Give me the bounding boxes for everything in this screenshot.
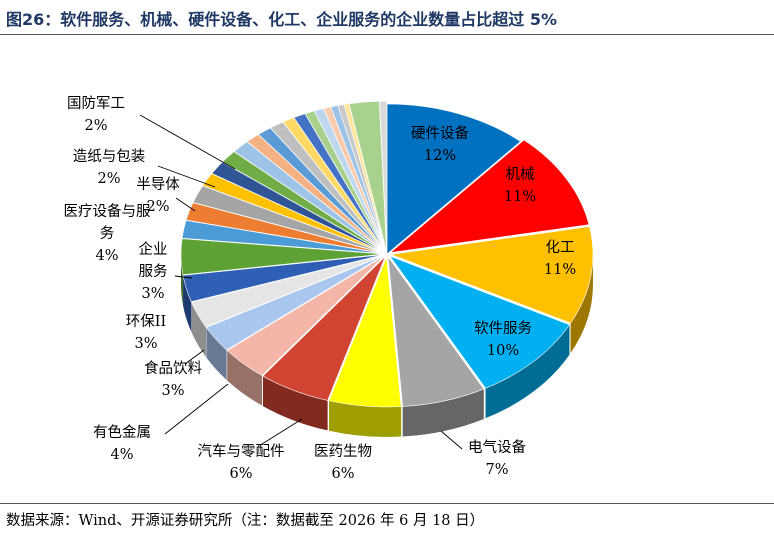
- slice-value-5: 6%: [331, 466, 354, 482]
- slice-top-31: [379, 100, 388, 252]
- slice-value-11: 4%: [95, 248, 118, 264]
- slice-top-12: [181, 220, 384, 254]
- slice-value-9: 3%: [134, 336, 157, 352]
- slice-name-11: 医疗设备与服务: [64, 203, 151, 242]
- slice-top-4: [387, 255, 485, 407]
- slice-value-2: 11%: [544, 262, 576, 278]
- leader-line-6: [261, 418, 303, 445]
- leader-line-12: [175, 197, 196, 212]
- slice-name-10: 企业服务: [139, 240, 168, 280]
- pie-labels: 硬件设备12%机械11%化工11%软件服务10%电气设备7%医药生物6%汽车与零…: [64, 95, 577, 482]
- slice-name-4: 电气设备: [468, 439, 526, 456]
- leader-line-8: [184, 349, 205, 365]
- slice-side-5: [329, 400, 402, 437]
- slice-value-8: 3%: [161, 383, 184, 399]
- slice-label-10: 企业服务 3%: [139, 240, 193, 302]
- slice-value-14: 2%: [84, 118, 107, 134]
- slice-label-7: 有色金属 4%: [93, 383, 229, 463]
- slice-side-4: [402, 388, 484, 437]
- slice-name-9: 环保II: [126, 313, 166, 330]
- slice-side-7: [227, 350, 262, 406]
- slice-top-29: [343, 103, 387, 252]
- slice-label-4: 电气设备 7%: [440, 430, 526, 478]
- slice-label-12: 半导体 2%: [136, 176, 196, 215]
- slice-label-5: 医药生物 6%: [314, 443, 372, 482]
- leader-line-13: [157, 165, 216, 188]
- pie-tops: [180, 100, 594, 408]
- slice-top-5: [328, 256, 402, 408]
- slice-side-8: [206, 327, 227, 380]
- pie-sides: [181, 254, 593, 437]
- slice-top-14: [192, 185, 384, 254]
- slice-top-13: [185, 202, 384, 254]
- slice-name-1: 机械: [506, 166, 535, 183]
- slice-top-9: [191, 254, 384, 328]
- slice-name-13: 造纸与包装: [73, 148, 146, 165]
- slice-name-8: 食品饮料: [144, 360, 202, 377]
- source-note: 数据来源：Wind、开源证券研究所（注：数据截至 2026 年 6 月 18 日…: [6, 513, 485, 529]
- slice-name-5: 医药生物: [314, 443, 372, 460]
- slice-side-10: [183, 275, 192, 332]
- slice-value-4: 7%: [485, 462, 508, 478]
- slice-top-10: [182, 254, 384, 303]
- slice-label-9: 环保II 3%: [126, 313, 166, 352]
- slice-label-0: 硬件设备 12%: [411, 125, 469, 164]
- leader-line-10: [174, 275, 193, 279]
- slice-label-8: 食品饮料 3%: [144, 349, 205, 399]
- slice-value-7: 4%: [110, 447, 133, 463]
- slice-name-12: 半导体: [136, 176, 180, 193]
- slice-top-3: [389, 255, 570, 389]
- leader-line-4: [440, 430, 463, 450]
- figure-title: 图26：软件服务、机械、硬件设备、化工、企业服务的企业数量占比超过 5%: [6, 10, 558, 29]
- slice-side-6: [262, 376, 328, 431]
- slice-top-8: [205, 255, 384, 351]
- leader-line-7: [164, 383, 229, 435]
- slice-name-2: 化工: [546, 239, 575, 256]
- leader-line-14: [139, 114, 236, 170]
- slice-name-0: 硬件设备: [411, 125, 469, 142]
- slice-label-6: 汽车与零配件 6%: [198, 418, 303, 482]
- slice-label-14: 国防军工 2%: [67, 95, 236, 170]
- slice-name-3: 软件服务: [474, 320, 532, 337]
- pie-chart: 硬件设备12%机械11%化工11%软件服务10%电气设备7%医药生物6%汽车与零…: [64, 95, 594, 482]
- slice-top-30: [348, 100, 387, 252]
- slice-label-2: 化工 11%: [544, 239, 576, 278]
- slice-name-7: 有色金属: [93, 424, 151, 441]
- slice-label-13: 造纸与包装 2%: [73, 148, 216, 188]
- top-rule: [0, 34, 774, 35]
- slice-top-1: [389, 139, 590, 253]
- slice-value-0: 12%: [424, 148, 456, 164]
- slice-name-6: 汽车与零配件: [198, 443, 285, 460]
- slice-side-9: [191, 302, 207, 358]
- slice-value-13: 2%: [97, 171, 120, 187]
- slice-value-10: 3%: [141, 286, 164, 302]
- slice-top-11: [180, 238, 384, 276]
- slice-value-6: 6%: [229, 466, 252, 482]
- slice-top-7: [226, 255, 385, 376]
- slice-top-0: [386, 103, 522, 255]
- slice-label-3: 软件服务 10%: [474, 320, 532, 359]
- slice-value-12: 2%: [146, 199, 169, 215]
- slice-side-3: [485, 324, 570, 419]
- slice-top-6: [262, 256, 386, 401]
- slice-name-14: 国防军工: [67, 95, 125, 112]
- slice-label-1: 机械 11%: [504, 166, 536, 205]
- slice-value-1: 11%: [504, 189, 536, 205]
- bottom-rule: [0, 503, 774, 504]
- slice-top-2: [390, 226, 594, 324]
- slice-value-3: 10%: [487, 343, 519, 359]
- slice-label-11: 医疗设备与服务 4%: [64, 203, 151, 264]
